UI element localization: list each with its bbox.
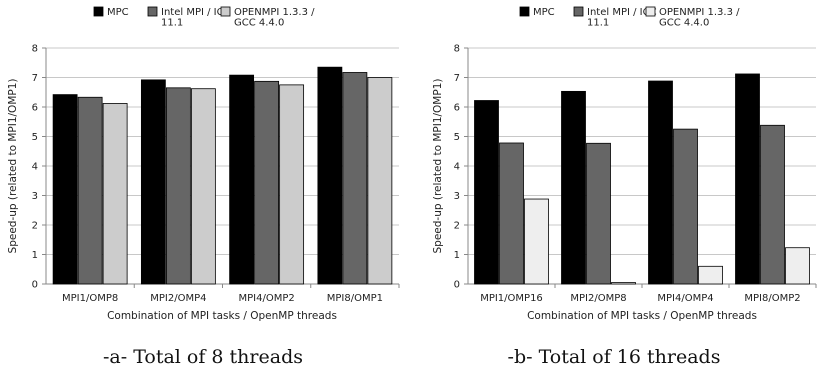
bar xyxy=(561,90,586,285)
legend-label: Intel MPI / ICC xyxy=(587,7,657,18)
legend-swatch xyxy=(147,6,158,17)
figure-caption: -a- Total of 8 threads xyxy=(103,346,303,368)
bar xyxy=(673,128,698,285)
x-tick-label: MPI2/OMP4 xyxy=(150,293,206,304)
chart-a: 0 1 2 3 4 5 6 7 8 MPI1/OMP8 MPI2/OMP4 MPI4/OMP2 MPI8… xyxy=(7,6,400,368)
y-tick-label: 6 xyxy=(454,103,460,114)
x-tick-label: MPI1/OMP16 xyxy=(480,293,543,304)
y-tick-label: 5 xyxy=(32,132,38,143)
bar xyxy=(760,124,785,285)
legend-swatch xyxy=(519,6,530,17)
legend-item: OPENMPI 1.3.3 /GCC 4.4.0 xyxy=(645,6,740,29)
x-tick-label: MPI1/OMP8 xyxy=(62,293,118,304)
bar xyxy=(367,77,393,285)
y-tick-label: 3 xyxy=(32,191,38,202)
legend-label: OPENMPI 1.3.3 / xyxy=(659,7,740,18)
y-tick-label: 2 xyxy=(32,221,38,232)
legend-label: MPC xyxy=(107,7,129,18)
bar xyxy=(229,74,255,285)
bar xyxy=(648,80,673,285)
bar xyxy=(190,88,216,285)
legend-label: 11.1 xyxy=(161,18,183,29)
bar xyxy=(524,198,549,285)
legend-label: GCC 4.4.0 xyxy=(659,18,709,29)
figure-caption: -b- Total of 16 threads xyxy=(508,346,721,368)
bar xyxy=(52,94,78,285)
y-tick-label: 0 xyxy=(32,280,38,291)
bar xyxy=(279,84,305,285)
bar xyxy=(785,247,810,285)
x-axis-title: Combination of MPI tasks / OpenMP thread… xyxy=(107,310,337,322)
y-tick-label: 4 xyxy=(32,162,38,173)
y-tick-label: 7 xyxy=(32,73,38,84)
y-tick-label: 5 xyxy=(454,132,460,143)
y-tick-label: 3 xyxy=(454,191,460,202)
legend-swatch xyxy=(573,6,584,17)
bar xyxy=(586,142,611,285)
y-tick-label: 1 xyxy=(454,250,460,261)
bar xyxy=(317,66,343,285)
bar xyxy=(735,73,760,285)
bar xyxy=(102,103,128,285)
bar xyxy=(140,79,166,285)
bar xyxy=(342,72,368,285)
legend-item: MPC xyxy=(519,6,555,18)
legend-label: Intel MPI / ICC xyxy=(161,7,231,18)
bar xyxy=(611,282,636,285)
x-tick-label: MPI2/OMP8 xyxy=(570,293,626,304)
x-tick-label: MPI4/OMP2 xyxy=(239,293,295,304)
y-tick-label: 7 xyxy=(454,73,460,84)
y-tick-label: 2 xyxy=(454,221,460,232)
y-tick-label: 4 xyxy=(454,162,460,173)
x-axis-title: Combination of MPI tasks / OpenMP thread… xyxy=(527,310,757,322)
x-tick-label: MPI4/OMP4 xyxy=(657,293,713,304)
bar xyxy=(165,87,191,285)
legend-swatch xyxy=(220,6,231,17)
y-tick-label: 6 xyxy=(32,103,38,114)
legend-swatch xyxy=(93,6,104,17)
legend-label: 11.1 xyxy=(587,18,609,29)
x-tick-label: MPI8/OMP1 xyxy=(327,293,383,304)
legend-label: MPC xyxy=(533,7,555,18)
chart-b: 0 1 2 3 4 5 6 7 8 MPI1/OMP16 MPI2/OMP8 MPI4/OMP4 MPI… xyxy=(432,6,817,368)
legend-swatch xyxy=(645,6,656,17)
y-axis-title: Speed-up (related to MPI1/OMP1) xyxy=(7,79,19,254)
y-tick-label: 0 xyxy=(454,280,460,291)
y-axis-title: Speed-up (related to MPI1/OMP1) xyxy=(432,79,444,254)
y-tick-label: 8 xyxy=(32,44,38,55)
y-tick-label: 1 xyxy=(32,250,38,261)
bar xyxy=(254,80,280,285)
x-tick-label: MPI8/OMP2 xyxy=(744,293,800,304)
legend-item: OPENMPI 1.3.3 /GCC 4.4.0 xyxy=(220,6,315,29)
legend-label: GCC 4.4.0 xyxy=(234,18,284,29)
y-tick-label: 8 xyxy=(454,44,460,55)
bar xyxy=(499,142,524,285)
legend-label: OPENMPI 1.3.3 / xyxy=(234,7,315,18)
bar xyxy=(77,96,103,285)
bar xyxy=(474,100,499,285)
bar xyxy=(698,265,723,285)
legend-item: MPC xyxy=(93,6,129,18)
